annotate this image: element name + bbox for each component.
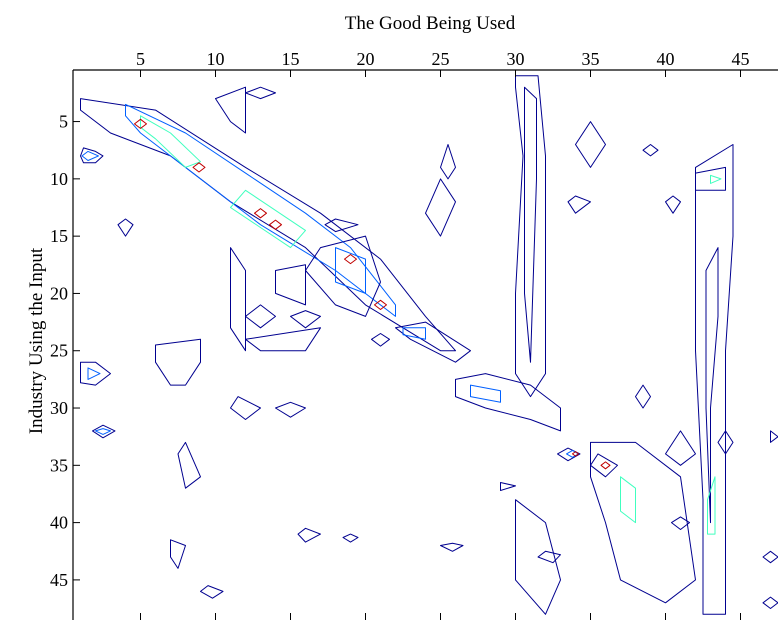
contour-line-peak-25: [572, 451, 579, 457]
contour-line-low-57: [635, 384, 651, 409]
contour-line-low-62: [671, 516, 690, 530]
contour-line-mid-35: [95, 428, 111, 435]
contour-line-low-56: [665, 195, 681, 214]
contour-line-mid-33: [87, 367, 101, 380]
contour-line-peak-7: [269, 219, 282, 230]
y-tick-label-45: 45: [50, 570, 68, 590]
contour-line-low-70: [717, 430, 734, 455]
contour-line-low-34: [92, 424, 116, 439]
contour-line-low-46: [230, 396, 261, 420]
contour-line-low-66: [342, 533, 359, 543]
contour-line-low-54: [515, 499, 561, 615]
x-tick-label-10: 10: [207, 49, 225, 69]
x-tick-label-45: 45: [732, 49, 750, 69]
x-tick-label-20: 20: [357, 49, 375, 69]
contour-line-mid-15: [470, 384, 501, 403]
contour-line-low-43: [155, 338, 201, 386]
contour-line-mid-1: [125, 103, 396, 317]
contour-line-low-64: [215, 86, 246, 134]
contour-line-low-41: [245, 327, 321, 352]
contour-line-low-42: [230, 247, 246, 352]
contour-line-high-3: [230, 189, 306, 249]
contour-line-low-67: [500, 482, 516, 491]
contour-line-low-21: [695, 166, 726, 191]
contour-line-peak-8: [344, 254, 357, 265]
contour-line-low-39: [290, 310, 321, 329]
contour-line-low-60: [762, 550, 778, 564]
contour-line-high-22: [710, 174, 722, 184]
contour-line-low-14: [455, 373, 561, 432]
axis-layer: [72, 69, 778, 620]
y-tick-label-20: 20: [50, 283, 68, 303]
y-tick-label-30: 30: [50, 398, 68, 418]
y-tick-label-15: 15: [50, 226, 68, 246]
tick-layer: 5 10 15 20 25 30 35 40 45 5 10 15 20 25 30 35 40 45: [50, 49, 750, 620]
contour-line-low-12: [395, 321, 471, 363]
x-axis-title: The Good Being Used: [345, 13, 516, 34]
contour-layer: [80, 75, 778, 615]
contour-line-low-19: [705, 247, 719, 524]
contour-line-low-47: [275, 401, 306, 418]
contour-line-low-44: [177, 441, 201, 489]
y-axis-title: Industry Using the Input: [26, 247, 47, 434]
contour-line-low-50: [324, 218, 359, 233]
contour-line-low-65: [245, 86, 276, 100]
contour-line-peak-9: [374, 299, 387, 310]
plot-area: 5 10 15 20 25 30 35 40 45 5 10 15 20 25 30 35 40 45: [50, 49, 778, 620]
contour-line-low-18: [695, 144, 734, 615]
x-tick-label-35: 35: [582, 49, 600, 69]
contour-line-low-38: [245, 304, 276, 329]
x-tick-label-40: 40: [657, 49, 675, 69]
contour-line-low-53: [440, 542, 464, 552]
contour-line-low-37: [537, 550, 561, 564]
y-tick-label-25: 25: [50, 341, 68, 361]
contour-line-low-58: [665, 430, 696, 466]
contour-line-low-40: [275, 264, 306, 306]
contour-line-low-32: [80, 361, 111, 386]
contour-line-low-69: [642, 144, 659, 157]
contour-line-peak-4: [134, 118, 147, 129]
contour-line-mid-13: [402, 327, 426, 340]
contour-line-low-36: [200, 585, 224, 599]
contour-line-peak-6: [254, 208, 267, 219]
contour-line-low-16: [515, 75, 546, 398]
contour-line-mid-31: [81, 150, 99, 161]
x-tick-label-5: 5: [136, 49, 145, 69]
y-tick-label-5: 5: [59, 112, 68, 132]
contour-line-low-52: [440, 144, 456, 180]
y-tick-label-10: 10: [50, 169, 68, 189]
contour-line-low-59: [770, 430, 778, 443]
contour-line-high-29: [620, 476, 636, 524]
contour-line-low-26: [590, 453, 618, 478]
x-tick-label-30: 30: [507, 49, 525, 69]
contour-line-low-55: [567, 195, 591, 214]
contour-line-peak-27: [600, 461, 611, 470]
y-tick-label-40: 40: [50, 513, 68, 533]
contour-line-low-61: [762, 596, 778, 609]
contour-line-low-28: [590, 441, 696, 604]
y-tick-label-35: 35: [50, 455, 68, 475]
contour-line-peak-5: [192, 162, 206, 173]
contour-line-mid-11: [335, 247, 366, 294]
contour-line-low-45: [170, 539, 186, 569]
x-tick-label-15: 15: [282, 49, 300, 69]
contour-line-low-48: [297, 527, 321, 543]
contour-line-low-30: [80, 147, 104, 164]
contour-line-high-20: [707, 476, 716, 535]
contour-line-low-0: [80, 98, 456, 352]
contour-line-high-2: [140, 115, 201, 168]
x-tick-label-25: 25: [432, 49, 450, 69]
contour-line-low-51: [425, 178, 456, 237]
contour-line-low-63: [117, 218, 134, 237]
contour-line-low-49: [371, 333, 390, 347]
contour-line-low-17: [524, 86, 537, 363]
contour-line-low-68: [575, 121, 606, 168]
